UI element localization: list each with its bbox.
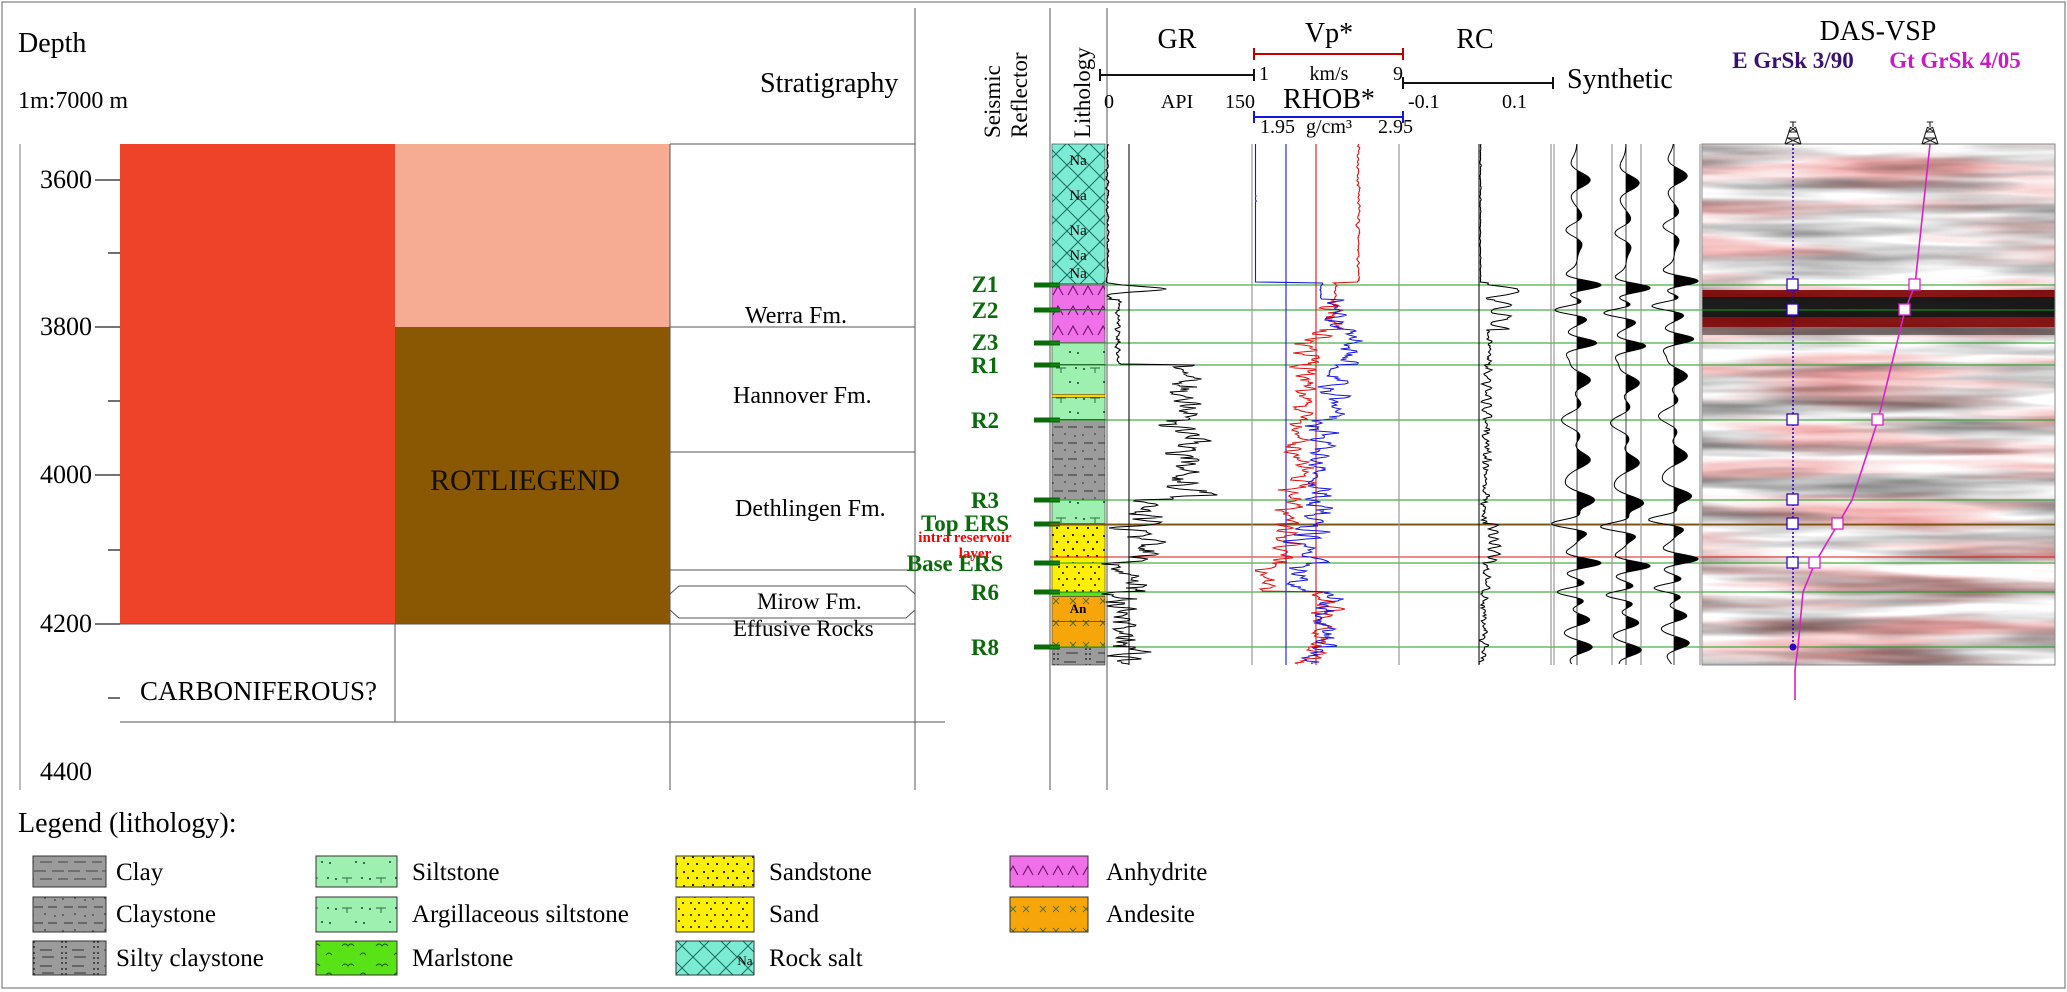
svg-text:Na: Na (1069, 188, 1087, 204)
svg-text:Seismic: Seismic (980, 65, 1005, 138)
svg-text:Synthetic: Synthetic (1567, 64, 1673, 95)
svg-text:-0.1: -0.1 (1408, 91, 1440, 113)
svg-text:Effusive Rocks: Effusive Rocks (733, 616, 874, 641)
svg-text:Na: Na (1069, 223, 1087, 239)
svg-text:Stratigraphy: Stratigraphy (760, 68, 898, 99)
svg-text:Siltstone: Siltstone (412, 859, 500, 886)
svg-text:layer: layer (959, 546, 992, 562)
svg-text:g/cm³: g/cm³ (1306, 116, 1352, 138)
svg-text:Z3: Z3 (972, 330, 999, 355)
svg-text:Na: Na (1069, 266, 1087, 282)
svg-text:RC: RC (1456, 24, 1493, 55)
svg-text:Hannover Fm.: Hannover Fm. (733, 383, 872, 409)
svg-text:CARBONIFEROUS?: CARBONIFEROUS? (140, 676, 377, 706)
svg-text:Na: Na (1069, 248, 1087, 264)
svg-text:Sandstone: Sandstone (769, 859, 872, 886)
svg-text:GR: GR (1158, 24, 1197, 55)
svg-text:E GrSk 3/90: E GrSk 3/90 (1732, 48, 1853, 73)
svg-text:Mirow Fm.: Mirow Fm. (757, 589, 862, 614)
svg-text:R6: R6 (971, 580, 999, 605)
svg-text:Na: Na (1069, 153, 1087, 169)
svg-text:R3: R3 (971, 488, 999, 513)
svg-text:4000: 4000 (40, 460, 92, 489)
svg-text:Depth: Depth (18, 28, 86, 59)
svg-text:RHOB*: RHOB* (1283, 84, 1375, 115)
svg-text:Legend (lithology):: Legend (lithology): (18, 808, 237, 839)
svg-text:1.95: 1.95 (1260, 116, 1295, 138)
svg-text:Vp*: Vp* (1305, 18, 1353, 49)
svg-text:An: An (1070, 601, 1087, 616)
svg-text:Anhydrite: Anhydrite (1106, 859, 1207, 886)
svg-text:Clay: Clay (116, 859, 164, 886)
svg-text:Werra Fm.: Werra Fm. (745, 303, 847, 329)
svg-text:Z1: Z1 (972, 272, 999, 297)
svg-text:0.1: 0.1 (1502, 91, 1527, 113)
svg-text:4400: 4400 (40, 757, 92, 786)
svg-text:Na: Na (737, 953, 752, 968)
svg-text:DAS-VSP: DAS-VSP (1820, 16, 1937, 47)
svg-text:Marlstone: Marlstone (412, 945, 513, 972)
svg-text:km/s: km/s (1310, 63, 1349, 85)
svg-text:Andesite: Andesite (1106, 901, 1195, 928)
svg-text:Gt GrSk 4/05: Gt GrSk 4/05 (1889, 48, 2021, 73)
svg-text:Sand: Sand (769, 901, 820, 928)
svg-text:Claystone: Claystone (116, 901, 216, 928)
svg-text:1: 1 (1259, 63, 1269, 85)
svg-text:150: 150 (1225, 91, 1255, 113)
svg-text:R8: R8 (971, 635, 999, 660)
svg-text:intra reservoir: intra reservoir (918, 530, 1012, 546)
svg-text:Lithology: Lithology (1070, 47, 1095, 138)
svg-text:3800: 3800 (40, 312, 92, 341)
svg-text:Rock salt: Rock salt (769, 945, 863, 972)
svg-text:Silty claystone: Silty claystone (116, 945, 264, 972)
svg-text:Argillaceous siltstone: Argillaceous siltstone (412, 901, 629, 928)
svg-text:9: 9 (1393, 63, 1403, 85)
svg-text:Reflector: Reflector (1007, 52, 1032, 138)
svg-text:3600: 3600 (40, 165, 92, 194)
svg-text:Dethlingen Fm.: Dethlingen Fm. (735, 496, 886, 522)
svg-text:0: 0 (1104, 91, 1114, 113)
svg-text:R2: R2 (971, 408, 999, 433)
svg-text:4200: 4200 (40, 609, 92, 638)
svg-text:R1: R1 (971, 353, 999, 378)
svg-text:2.95: 2.95 (1378, 116, 1413, 138)
svg-text:Z2: Z2 (972, 298, 999, 323)
svg-text:ROTLIEGEND: ROTLIEGEND (430, 464, 620, 497)
svg-text:1m:7000 m: 1m:7000 m (18, 88, 128, 114)
svg-text:API: API (1161, 91, 1193, 113)
